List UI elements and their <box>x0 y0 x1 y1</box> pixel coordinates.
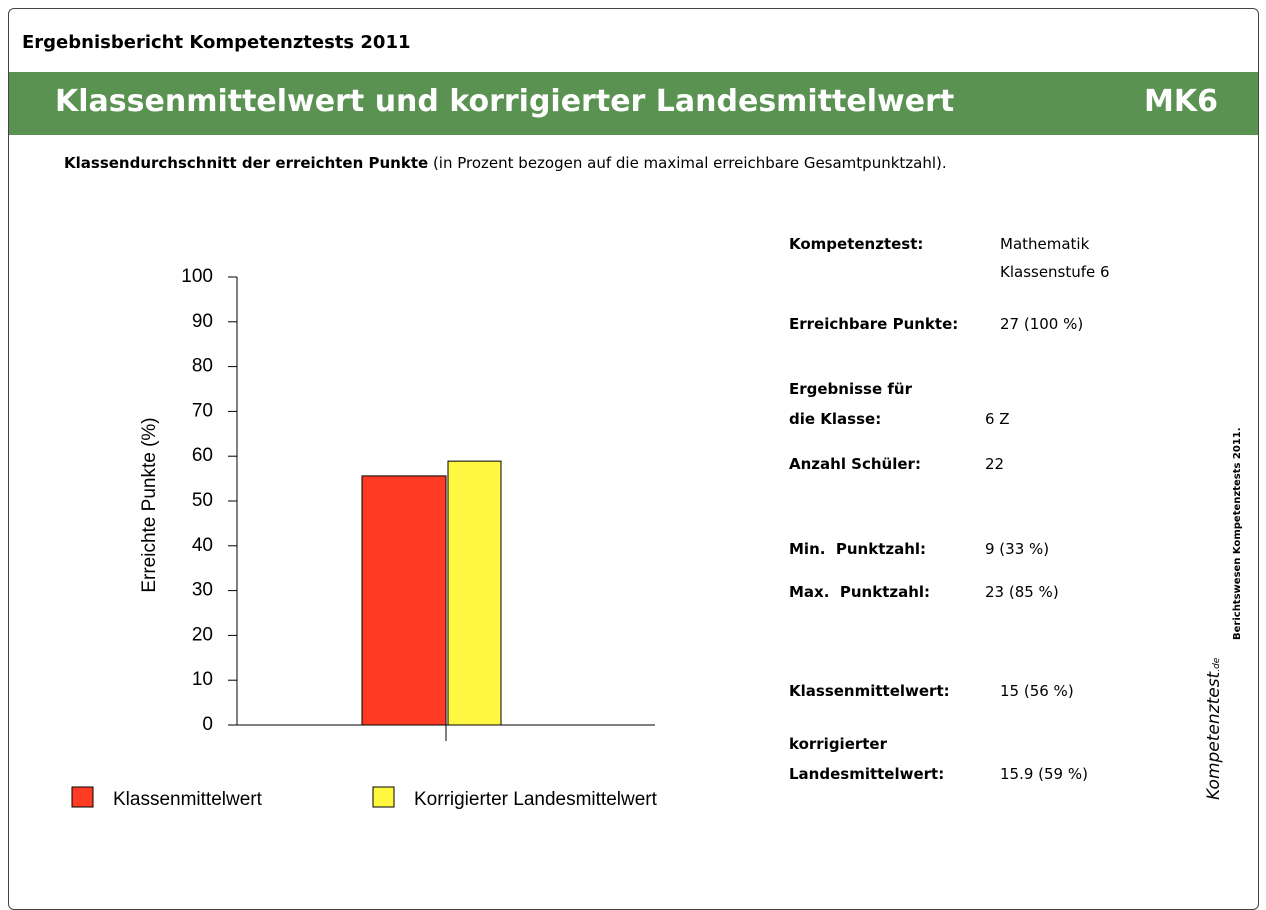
bar <box>361 475 447 726</box>
info-value: 23 (85 %) <box>985 583 1059 601</box>
logo-text: Kompetenztest <box>1204 671 1224 800</box>
chart: 0 10 20 30 40 50 60 70 80 90 100 Erreichte Punkte (… <box>71 266 658 810</box>
y-tick-label: 40 <box>192 535 213 556</box>
page: Ergebnisbericht Kompetenztests 2011 Klas… <box>8 8 1259 910</box>
banner-code: MK6 <box>1144 84 1218 119</box>
legend-swatch <box>71 786 94 808</box>
info-label: Anzahl Schüler: <box>789 455 921 473</box>
y-tick-label: 100 <box>181 266 213 287</box>
info-value: 27 (100 %) <box>1000 315 1084 333</box>
info-value: 22 <box>985 455 1005 473</box>
bar <box>447 460 502 726</box>
legend-label: Korrigierter Landesmittelwert <box>414 789 658 810</box>
logo: Kompetenztest.de <box>1204 658 1224 800</box>
info-value: 15.9 (59 %) <box>1000 765 1088 783</box>
info-value: Klassenstufe 6 <box>1000 263 1110 281</box>
info-value: 15 (56 %) <box>1000 682 1074 700</box>
info-value: 6 Z <box>985 410 1010 428</box>
y-tick-label: 60 <box>192 445 213 466</box>
intro-bold: Klassendurchschnitt der erreichten Punkt… <box>64 154 429 172</box>
info-label: Ergebnisse für <box>789 380 912 398</box>
info-label: Erreichbare Punkte: <box>789 315 959 333</box>
y-axis-label: Erreichte Punkte (%) <box>139 417 160 592</box>
intro-text: (in Prozent bezogen auf die maximal erre… <box>432 154 947 172</box>
info-label: Max. Punktzahl: <box>789 583 931 601</box>
legend-swatch <box>372 786 395 808</box>
report-title: Ergebnisbericht Kompetenztests 2011 <box>22 32 411 53</box>
banner: Klassenmittelwert und korrigierter Lande… <box>9 72 1258 135</box>
y-tick-label: 90 <box>192 311 213 332</box>
info-label: Landesmittelwert: <box>789 765 945 783</box>
info-label: korrigierter <box>789 735 888 753</box>
y-tick-label: 20 <box>192 624 213 645</box>
info-value: Mathematik <box>1000 235 1090 253</box>
y-tick-label: 50 <box>192 490 213 511</box>
legend-label: Klassenmittelwert <box>113 789 263 810</box>
y-tick-label: 0 <box>202 714 213 735</box>
y-tick-label: 10 <box>192 669 213 690</box>
logo-suffix: .de <box>1212 657 1222 672</box>
y-tick-label: 70 <box>192 400 213 421</box>
intro: Klassendurchschnitt der erreichten Punkt… <box>64 154 947 172</box>
y-tick-label: 80 <box>192 356 213 377</box>
banner-title: Klassenmittelwert und korrigierter Lande… <box>55 84 955 119</box>
info-label: Klassenmittelwert: <box>789 682 950 700</box>
info-label: Kompetenztest: <box>789 235 924 253</box>
credit: Berichtswesen Kompetenztests 2011. <box>1232 427 1243 640</box>
info-label: die Klasse: <box>789 410 882 428</box>
info-value: 9 (33 %) <box>985 540 1050 558</box>
y-tick-label: 30 <box>192 580 213 601</box>
info-label: Min. Punktzahl: <box>789 540 927 558</box>
